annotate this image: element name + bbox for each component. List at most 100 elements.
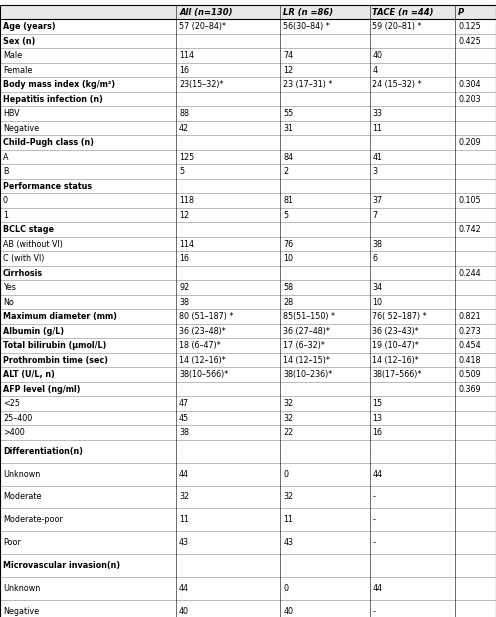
Text: Negative: Negative [3,123,39,133]
Text: 85(51–150) *: 85(51–150) * [283,312,335,321]
Text: Microvascular invasion(n): Microvascular invasion(n) [3,561,120,570]
Text: 47: 47 [179,399,189,408]
Text: 34: 34 [372,283,382,292]
Text: 32: 32 [179,492,189,502]
Text: 11: 11 [372,123,382,133]
Text: 15: 15 [372,399,382,408]
Text: 0.454: 0.454 [458,341,481,350]
Text: 7: 7 [372,210,377,220]
Text: 23(15–32)*: 23(15–32)* [179,80,224,89]
Text: -: - [372,538,375,547]
Text: 33: 33 [372,109,382,118]
Text: 0.209: 0.209 [458,138,481,147]
Text: -: - [372,492,375,502]
Text: 32: 32 [283,492,293,502]
Text: 125: 125 [179,152,194,162]
Text: 0.742: 0.742 [458,225,481,234]
Text: 114: 114 [179,239,194,249]
Text: 14 (12–16)*: 14 (12–16)* [372,355,419,365]
Text: 80 (51–187) *: 80 (51–187) * [179,312,234,321]
Bar [0,5,496,19]
Text: 0.304: 0.304 [458,80,481,89]
Text: 16: 16 [179,254,189,263]
Text: 81: 81 [283,196,293,205]
Text: B: B [3,167,8,176]
Text: 59 (20–81) *: 59 (20–81) * [372,22,422,31]
Text: 5: 5 [179,167,184,176]
Text: Performance status: Performance status [3,181,92,191]
Text: 45: 45 [179,413,189,423]
Text: Unknown: Unknown [3,584,40,593]
Text: 118: 118 [179,196,194,205]
Text: 16: 16 [179,65,189,75]
Text: 58: 58 [283,283,293,292]
Text: 32: 32 [283,413,293,423]
Text: 19 (10–47)*: 19 (10–47)* [372,341,420,350]
Text: 23 (17–31) *: 23 (17–31) * [283,80,333,89]
Text: 4: 4 [372,65,377,75]
Text: TACE (n =44): TACE (n =44) [372,7,434,17]
Text: 14 (12–16)*: 14 (12–16)* [179,355,226,365]
Text: 11: 11 [179,515,189,524]
Text: Differentiation(n): Differentiation(n) [3,447,83,456]
Text: Total bilirubin (μmol/L): Total bilirubin (μmol/L) [3,341,106,350]
Text: 92: 92 [179,283,189,292]
Text: 10: 10 [372,297,382,307]
Text: Moderate-poor: Moderate-poor [3,515,63,524]
Text: 38: 38 [372,239,382,249]
Text: Negative: Negative [3,607,39,616]
Text: 88: 88 [179,109,189,118]
Text: >400: >400 [3,428,25,437]
Text: 84: 84 [283,152,293,162]
Text: 32: 32 [283,399,293,408]
Text: 5: 5 [283,210,288,220]
Text: 2: 2 [283,167,288,176]
Text: 0.203: 0.203 [458,94,481,104]
Text: 0.105: 0.105 [458,196,481,205]
Text: <25: <25 [3,399,20,408]
Text: 41: 41 [372,152,382,162]
Text: 38(10–236)*: 38(10–236)* [283,370,332,379]
Text: 0: 0 [283,584,288,593]
Text: HBV: HBV [3,109,20,118]
Text: 114: 114 [179,51,194,60]
Text: 28: 28 [283,297,293,307]
Text: AFP level (ng/ml): AFP level (ng/ml) [3,384,80,394]
Text: 42: 42 [179,123,189,133]
Text: 1: 1 [3,210,8,220]
Text: 43: 43 [283,538,293,547]
Text: 36 (23–43)*: 36 (23–43)* [372,326,419,336]
Text: 12: 12 [179,210,189,220]
Text: 14 (12–15)*: 14 (12–15)* [283,355,330,365]
Text: ALT (U/L, n): ALT (U/L, n) [3,370,55,379]
Text: 38(17–566)*: 38(17–566)* [372,370,422,379]
Text: Maximum diameter (mm): Maximum diameter (mm) [3,312,117,321]
Text: 0.821: 0.821 [458,312,481,321]
Text: 44: 44 [179,584,189,593]
Text: 0.418: 0.418 [458,355,481,365]
Text: Sex (n): Sex (n) [3,36,35,46]
Text: 40: 40 [179,607,189,616]
Text: 57 (20–84)*: 57 (20–84)* [179,22,226,31]
Text: 0: 0 [283,470,288,479]
Text: A: A [3,152,8,162]
Text: Age (years): Age (years) [3,22,56,31]
Text: Poor: Poor [3,538,21,547]
Text: 38(10–566)*: 38(10–566)* [179,370,228,379]
Text: Unknown: Unknown [3,470,40,479]
Text: 74: 74 [283,51,293,60]
Text: 25–400: 25–400 [3,413,32,423]
Text: 0.273: 0.273 [458,326,481,336]
Text: 43: 43 [179,538,189,547]
Text: 38: 38 [179,297,189,307]
Text: LR (n =86): LR (n =86) [283,7,333,17]
Text: 10: 10 [283,254,293,263]
Text: 3: 3 [372,167,377,176]
Text: No: No [3,297,14,307]
Text: 55: 55 [283,109,294,118]
Text: 40: 40 [283,607,293,616]
Text: 36 (23–48)*: 36 (23–48)* [179,326,226,336]
Text: 16: 16 [372,428,382,437]
Text: 76( 52–187) *: 76( 52–187) * [372,312,427,321]
Text: 44: 44 [179,470,189,479]
